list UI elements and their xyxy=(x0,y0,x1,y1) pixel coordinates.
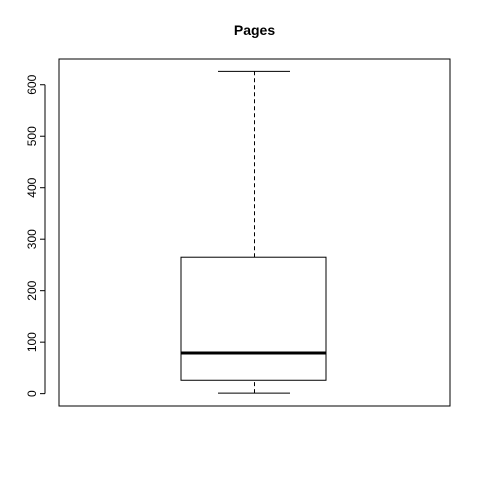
y-tick-label: 400 xyxy=(25,177,39,197)
plot-frame xyxy=(58,58,451,407)
y-tick-label: 300 xyxy=(25,229,39,249)
y-tick-label: 100 xyxy=(25,332,39,352)
box-group xyxy=(180,70,327,394)
y-tick-label: 0 xyxy=(25,390,39,397)
y-axis: 0 100 200 300 400 500 600 xyxy=(25,74,46,397)
y-tick-label: 200 xyxy=(25,280,39,300)
chart-title: Pages xyxy=(234,22,275,38)
iqr-box xyxy=(180,256,327,381)
y-tick-label: 500 xyxy=(25,126,39,146)
y-tick-label: 600 xyxy=(25,74,39,94)
